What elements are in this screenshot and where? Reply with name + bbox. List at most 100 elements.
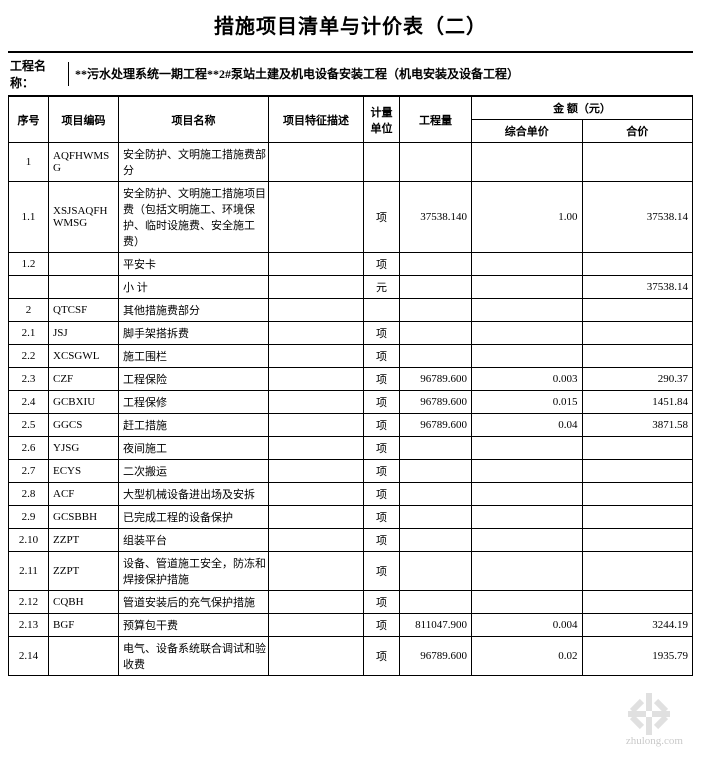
cell-unit: 项 — [364, 368, 400, 391]
cell-price: 1.00 — [472, 182, 583, 253]
table-row: 2.2XCSGWL施工围栏项 — [9, 345, 693, 368]
cell-qty — [400, 483, 472, 506]
cell-code: BGF — [49, 614, 119, 637]
cell-unit: 元 — [364, 276, 400, 299]
cell-name: 管道安装后的充气保护措施 — [119, 591, 269, 614]
th-unit: 计量单位 — [364, 97, 400, 143]
cell-total: 37538.14 — [582, 276, 693, 299]
cell-name: 组装平台 — [119, 529, 269, 552]
project-row: 工程名称： **污水处理系统一期工程**2#泵站土建及机电设备安装工程（机电安装… — [8, 51, 693, 96]
cell-desc — [269, 529, 364, 552]
cell-total — [582, 483, 693, 506]
cell-total — [582, 143, 693, 182]
cell-qty — [400, 253, 472, 276]
cell-desc — [269, 253, 364, 276]
cell-qty — [400, 529, 472, 552]
table-row: 小 计元37538.14 — [9, 276, 693, 299]
cell-desc — [269, 637, 364, 676]
table-row: 2.5GGCS赶工措施项96789.6000.043871.58 — [9, 414, 693, 437]
table-row: 1.1XSJSAQFHWMSG安全防护、文明施工措施项目费（包括文明施工、环境保… — [9, 182, 693, 253]
cell-price: 0.015 — [472, 391, 583, 414]
table-row: 2.4GCBXIU工程保修项96789.6000.0151451.84 — [9, 391, 693, 414]
cell-price — [472, 460, 583, 483]
table-row: 2.11ZZPT设备、管道施工安全，防冻和焊接保护措施项 — [9, 552, 693, 591]
table-row: 2.1JSJ脚手架搭拆费项 — [9, 322, 693, 345]
cell-desc — [269, 345, 364, 368]
cell-price — [472, 276, 583, 299]
cell-unit: 项 — [364, 529, 400, 552]
cell-price — [472, 529, 583, 552]
cell-code: ECYS — [49, 460, 119, 483]
cell-total — [582, 322, 693, 345]
cell-name: 工程保险 — [119, 368, 269, 391]
cell-name: 预算包干费 — [119, 614, 269, 637]
cell-code: QTCSF — [49, 299, 119, 322]
cell-unit: 项 — [364, 414, 400, 437]
cell-seq: 2.1 — [9, 322, 49, 345]
cell-seq: 2.7 — [9, 460, 49, 483]
cell-qty — [400, 143, 472, 182]
cell-seq: 2.2 — [9, 345, 49, 368]
table-row: 2.6YJSG夜间施工项 — [9, 437, 693, 460]
cell-code: ZZPT — [49, 529, 119, 552]
cell-seq: 2.12 — [9, 591, 49, 614]
cell-qty: 811047.900 — [400, 614, 472, 637]
cell-seq: 2.5 — [9, 414, 49, 437]
cell-qty — [400, 345, 472, 368]
cell-desc — [269, 506, 364, 529]
cell-total: 290.37 — [582, 368, 693, 391]
cell-unit: 项 — [364, 391, 400, 414]
cell-code: CZF — [49, 368, 119, 391]
cell-desc — [269, 483, 364, 506]
cell-desc — [269, 143, 364, 182]
cell-seq: 1 — [9, 143, 49, 182]
cell-name: 安全防护、文明施工措施费部分 — [119, 143, 269, 182]
cell-unit — [364, 143, 400, 182]
cell-name: 电气、设备系统联合调试和验收费 — [119, 637, 269, 676]
watermark-text: zhulong.com — [626, 735, 683, 747]
cell-desc — [269, 322, 364, 345]
cell-unit: 项 — [364, 437, 400, 460]
cell-qty: 96789.600 — [400, 637, 472, 676]
cell-qty: 37538.140 — [400, 182, 472, 253]
th-qty: 工程量 — [400, 97, 472, 143]
page-title: 措施项目清单与计价表（二） — [8, 10, 693, 39]
cell-code: XSJSAQFHWMSG — [49, 182, 119, 253]
cell-qty — [400, 299, 472, 322]
cell-name: 安全防护、文明施工措施项目费（包括文明施工、环境保护、临时设施费、安全施工费） — [119, 182, 269, 253]
cell-total: 37538.14 — [582, 182, 693, 253]
cell-desc — [269, 368, 364, 391]
table-row: 2.3CZF工程保险项96789.6000.003290.37 — [9, 368, 693, 391]
cell-desc — [269, 460, 364, 483]
cell-seq: 2.10 — [9, 529, 49, 552]
table-body: 1AQFHWMSG安全防护、文明施工措施费部分1.1XSJSAQFHWMSG安全… — [9, 143, 693, 676]
cell-qty — [400, 506, 472, 529]
cell-name: 工程保修 — [119, 391, 269, 414]
cell-price — [472, 143, 583, 182]
cell-seq: 2.4 — [9, 391, 49, 414]
cell-total — [582, 299, 693, 322]
cell-unit: 项 — [364, 253, 400, 276]
th-total: 合价 — [582, 120, 693, 143]
cell-name: 脚手架搭拆费 — [119, 322, 269, 345]
table-row: 2.14电气、设备系统联合调试和验收费项96789.6000.021935.79 — [9, 637, 693, 676]
cell-price: 0.003 — [472, 368, 583, 391]
th-unit-price: 综合单价 — [472, 120, 583, 143]
cell-total — [582, 591, 693, 614]
th-desc: 项目特征描述 — [269, 97, 364, 143]
cell-price — [472, 552, 583, 591]
cell-code: GCSBBH — [49, 506, 119, 529]
cell-total — [582, 253, 693, 276]
cell-price — [472, 299, 583, 322]
cell-desc — [269, 414, 364, 437]
cell-unit: 项 — [364, 506, 400, 529]
table-row: 1.2平安卡项 — [9, 253, 693, 276]
cell-code: AQFHWMSG — [49, 143, 119, 182]
cell-qty — [400, 591, 472, 614]
cell-code: GGCS — [49, 414, 119, 437]
cell-price — [472, 345, 583, 368]
cell-unit — [364, 299, 400, 322]
cell-qty — [400, 437, 472, 460]
project-name: **污水处理系统一期工程**2#泵站土建及机电设备安装工程（机电安装及设备工程） — [68, 62, 693, 87]
cell-qty — [400, 460, 472, 483]
